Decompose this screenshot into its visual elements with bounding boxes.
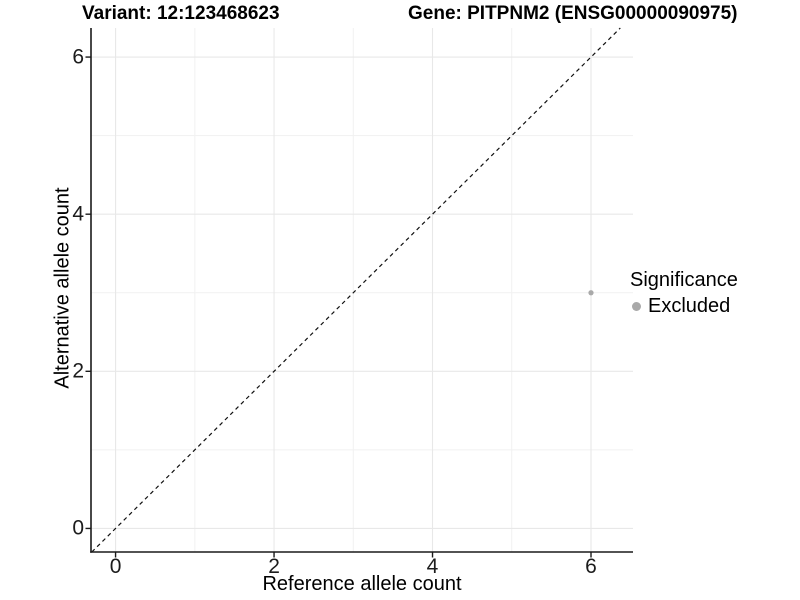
gene-title: Gene: PITPNM2 (ENSG00000090975): [408, 3, 738, 24]
y-tick-label-0: 0: [72, 516, 84, 540]
identity-line: [91, 27, 621, 553]
y-tick-label-3: 6: [72, 45, 84, 69]
legend-title: Significance: [630, 269, 738, 291]
x-tick-label-1: 2: [268, 555, 280, 578]
gridlines-major: [91, 28, 633, 552]
y-tick-label-2: 4: [72, 202, 84, 226]
x-axis-title: Reference allele count: [262, 573, 462, 595]
legend-item-excluded: Excluded: [630, 295, 738, 318]
x-tick-label-2: 4: [426, 555, 439, 578]
excluded-point-icon: [632, 302, 641, 311]
axis-lines: [90, 28, 633, 553]
legend: Significance Excluded: [630, 269, 738, 318]
x-tick-label-3: 6: [585, 555, 597, 578]
gridlines-minor: [91, 28, 633, 552]
x-tick-label-0: 0: [109, 555, 122, 578]
tick-marks: [85, 56, 592, 558]
y-tick-label-1: 2: [72, 359, 84, 383]
legend-item-label: Excluded: [648, 295, 731, 317]
y-axis-title: Alternative allele count: [51, 187, 74, 389]
data-point: [588, 290, 594, 296]
data-points: [588, 290, 594, 296]
variant-title: Variant: 12:123468623: [82, 3, 280, 24]
